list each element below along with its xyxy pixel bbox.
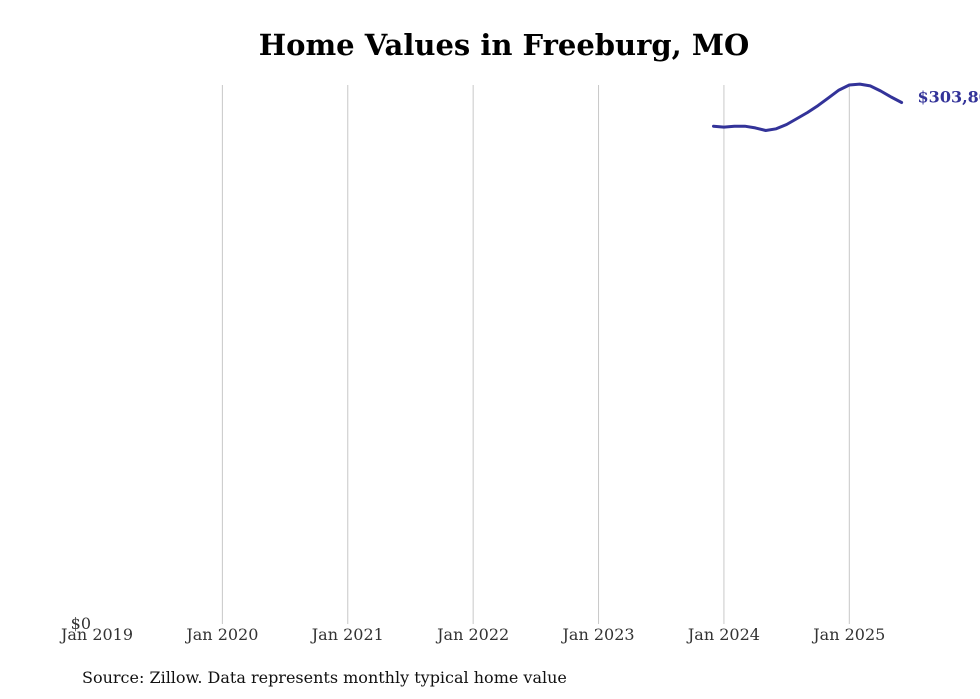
x-axis-ticks: Jan 2019 Jan 2020 Jan 2021 Jan 2022 Jan 2023… — [59, 625, 885, 644]
x-tick-label: Jan 2024 — [686, 625, 760, 644]
y-tick-label: $0 — [71, 614, 91, 633]
series-line — [712, 82, 904, 132]
x-tick-label: Jan 2020 — [184, 625, 258, 644]
x-tick-label: Jan 2025 — [811, 625, 885, 644]
chart-title: Home Values in Freeburg, MO — [258, 28, 750, 62]
source-note: Source: Zillow. Data represents monthly … — [82, 668, 567, 687]
x-tick-label: Jan 2021 — [310, 625, 384, 644]
series-lines — [712, 82, 904, 132]
end-value-label: $303,80 — [918, 88, 980, 107]
x-tick-label: Jan 2019 — [59, 625, 133, 644]
data-labels: $303,80 — [918, 88, 980, 107]
x-tick-label: Jan 2022 — [435, 625, 509, 644]
y-axis-ticks: $0 — [71, 614, 91, 633]
gridlines — [221, 85, 850, 624]
x-tick-label: Jan 2023 — [561, 625, 635, 644]
